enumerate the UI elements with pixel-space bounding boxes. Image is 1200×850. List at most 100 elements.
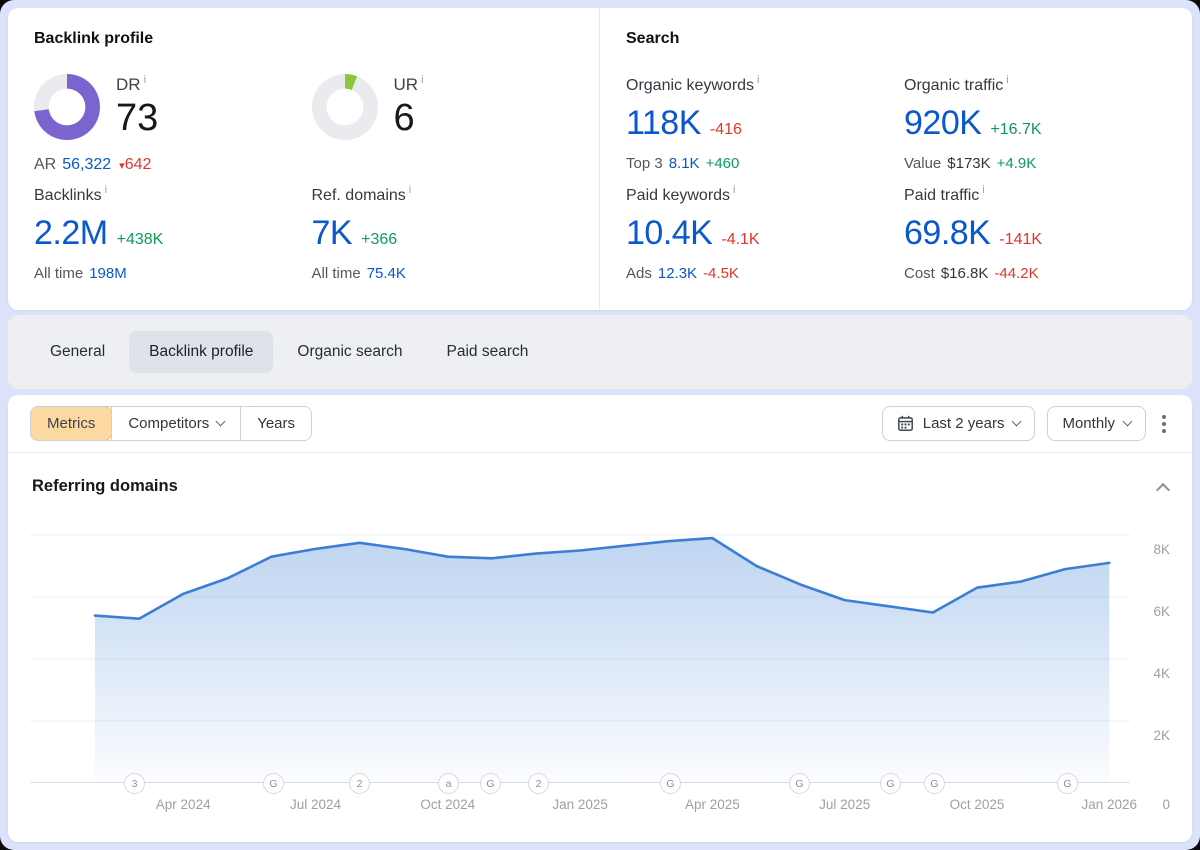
backlinks-alltime-value[interactable]: 198M: [89, 265, 127, 282]
search-title: Search: [626, 30, 680, 47]
info-icon[interactable]: i: [104, 184, 108, 196]
view-segmented-control: Metrics Competitors Years: [30, 406, 313, 441]
paid-keywords-label: Paid keywords i: [626, 184, 736, 204]
traffic-value-amount: $173K: [947, 155, 991, 172]
y-axis-tick-label: 4K: [1153, 666, 1170, 681]
backlinks-value[interactable]: 2.2M: [34, 214, 108, 252]
info-icon[interactable]: i: [982, 184, 985, 196]
ur-value[interactable]: 6: [393, 97, 415, 139]
organic-traffic-sub: Value $173K +4.9K: [904, 155, 1037, 172]
chart-title: Referring domains: [32, 477, 178, 495]
organic-keywords-value[interactable]: 118K: [626, 104, 701, 142]
paid-traffic-cell: Paid traffic i 69.8K -141K Cost $16.8K -44.2…: [904, 178, 1166, 288]
ref-domains-alltime-value[interactable]: 75.4K: [366, 265, 406, 282]
ar-row: AR 56,322 ▾642: [34, 156, 152, 173]
backlinks-label: Backlinks i: [34, 184, 108, 204]
chart-event-marker[interactable]: 3: [124, 773, 145, 794]
chart-event-marker[interactable]: G: [1057, 773, 1078, 794]
tab-general[interactable]: General: [50, 343, 106, 360]
x-axis-tick-label: Jul 2024: [289, 797, 342, 812]
chevron-down-icon: [215, 416, 226, 427]
cost-value: $16.8K: [940, 265, 989, 282]
top3-value[interactable]: 8.1K: [668, 155, 700, 172]
info-icon[interactable]: i: [408, 184, 412, 196]
ar-delta: 642: [124, 156, 152, 173]
chart-event-marker[interactable]: 2: [349, 773, 370, 794]
organic-keywords-delta: -416: [709, 121, 742, 138]
chevron-down-icon: [1122, 416, 1133, 427]
paid-traffic-value[interactable]: 69.8K: [904, 214, 991, 252]
y-axis-tick-label: 2K: [1153, 728, 1170, 743]
y-axis-tick-label: 8K: [1153, 542, 1170, 557]
backlinks-delta: +438K: [116, 231, 164, 248]
dr-label: DR i: [116, 74, 147, 94]
info-icon[interactable]: i: [143, 74, 147, 86]
chart-event-marker[interactable]: 2: [528, 773, 549, 794]
dr-cell: DR i 73 AR 56,322 ▾642: [34, 68, 296, 178]
metrics-button[interactable]: Metrics: [31, 407, 113, 440]
y-axis-tick-label: 6K: [1153, 604, 1170, 619]
backlinks-alltime: All time 198M: [34, 265, 127, 282]
granularity-button[interactable]: Monthly: [1047, 406, 1146, 441]
down-arrow-icon: ▾: [119, 160, 125, 172]
chart-toolbar: Metrics Competitors Years Last 2 years: [8, 395, 1192, 453]
chart-event-marker[interactable]: G: [880, 773, 901, 794]
info-icon[interactable]: i: [421, 74, 424, 86]
years-button[interactable]: Years: [240, 407, 312, 440]
chart-event-marker[interactable]: G: [263, 773, 284, 794]
x-axis-tick-label: Oct 2024: [420, 797, 476, 812]
chart-event-marker[interactable]: G: [789, 773, 810, 794]
more-options-button[interactable]: [1158, 409, 1170, 439]
ref-domains-delta: +366: [361, 231, 398, 248]
paid-keywords-delta: -4.1K: [721, 231, 760, 248]
organic-keywords-label: Organic keywords i: [626, 74, 760, 94]
collapse-chevron-up-icon[interactable]: [1155, 482, 1171, 497]
tab-organic-search[interactable]: Organic search: [297, 343, 403, 360]
area-chart-plot[interactable]: [30, 520, 1130, 784]
dr-donut-gauge: [34, 74, 100, 140]
ref-domains-cell: Ref. domains i 7K +366 All time 75.4K: [312, 178, 574, 288]
chart-event-marker[interactable]: G: [924, 773, 945, 794]
organic-traffic-label: Organic traffic i: [904, 74, 1009, 94]
section-tabs: General Backlink profile Organic search …: [8, 315, 1192, 389]
ur-donut-gauge: [311, 74, 378, 140]
paid-keywords-value[interactable]: 10.4K: [626, 214, 713, 252]
info-icon[interactable]: i: [1006, 74, 1009, 86]
info-icon[interactable]: i: [733, 184, 736, 196]
info-icon[interactable]: i: [757, 74, 760, 86]
x-axis-tick-label: Jan 2026: [1081, 797, 1138, 812]
x-axis-tick-label: Oct 2025: [949, 797, 1005, 812]
chart-event-marker[interactable]: G: [660, 773, 681, 794]
chevron-down-icon: [1012, 416, 1022, 427]
backlinks-cell: Backlinks i 2.2M +438K All time 198M: [34, 178, 296, 288]
ref-domains-alltime: All time 75.4K: [311, 265, 406, 282]
chart-event-marker[interactable]: G: [480, 773, 501, 794]
ads-value[interactable]: 12.3K: [657, 265, 698, 282]
paid-traffic-delta: -141K: [999, 231, 1043, 248]
stats-card: Backlink profile DR i 73 AR 56,322 ▾642: [8, 8, 1192, 310]
tab-backlink-profile[interactable]: Backlink profile: [129, 331, 274, 373]
paid-keywords-cell: Paid keywords i 10.4K -4.1K Ads 12.3K -4.5K: [626, 178, 888, 288]
calendar-icon: [897, 415, 913, 431]
ur-label: UR i: [393, 74, 424, 94]
dr-value[interactable]: 73: [116, 97, 159, 139]
organic-traffic-delta: +16.7K: [990, 121, 1042, 138]
tab-paid-search[interactable]: Paid search: [446, 343, 529, 360]
ur-cell: UR i 6: [311, 68, 574, 178]
ar-value[interactable]: 56,322: [62, 156, 112, 173]
competitors-button[interactable]: Competitors: [111, 407, 241, 440]
x-axis-tick-label: Apr 2024: [155, 797, 211, 812]
chart-header: Referring domains: [8, 453, 1192, 504]
chart-event-marker[interactable]: a: [438, 773, 459, 794]
date-range-button[interactable]: Last 2 years: [881, 406, 1036, 441]
ref-domains-value[interactable]: 7K: [311, 214, 353, 252]
x-axis-tick-label: Apr 2025: [684, 797, 740, 812]
organic-traffic-value[interactable]: 920K: [904, 104, 982, 142]
backlink-profile-section: Backlink profile DR i 73 AR 56,322 ▾642: [8, 8, 600, 310]
x-axis-tick-label: Jul 2025: [819, 797, 871, 812]
ref-domains-label: Ref. domains i: [311, 184, 412, 204]
x-axis-tick-label: Jan 2025: [552, 797, 608, 812]
